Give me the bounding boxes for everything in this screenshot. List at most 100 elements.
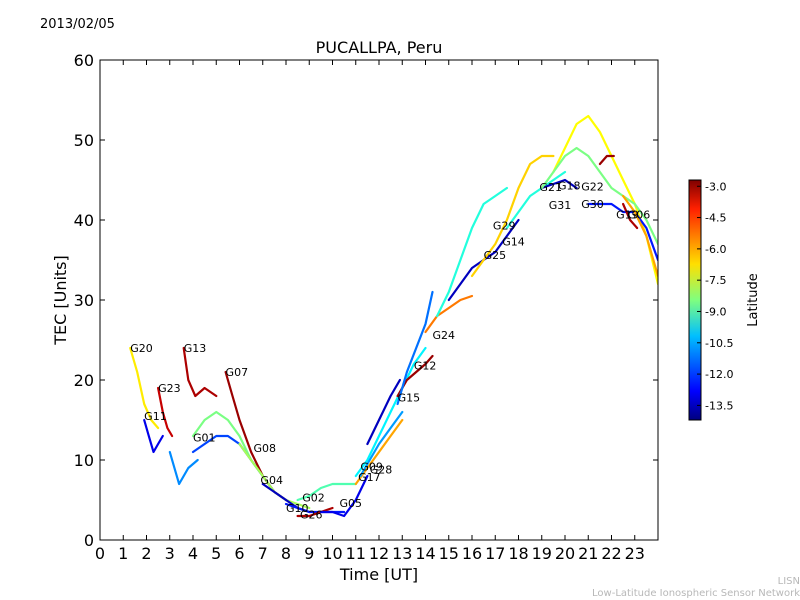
satellite-label-g10: G10 [286,502,309,515]
labels-layer: G20G11G23G13G01G07G08G04G02G10G26G05G09G… [130,180,650,522]
x-tick-label: 4 [188,544,198,563]
series-line-g05 [319,474,369,518]
x-tick-label: 12 [369,544,389,563]
satellite-label-g06: G06 [628,208,651,221]
satellite-label-g21: G21 [539,181,562,194]
x-tick-label: 0 [95,544,105,563]
series-layer [129,114,658,518]
series-line-g29 [436,186,508,318]
x-tick-label: 7 [258,544,268,563]
satellite-label-g05: G05 [339,497,362,510]
y-tick-label: 20 [74,371,94,390]
y-tick-label: 0 [84,531,94,550]
satellite-label-g25: G25 [484,249,507,262]
satellite-label-g12: G12 [414,360,437,373]
x-tick-label: 23 [625,544,645,563]
satellite-label-g26: G26 [300,508,323,521]
satellite-label-g20: G20 [130,342,153,355]
satellite-label-g30: G30 [581,198,604,211]
colorbar-label: Latitude [746,273,761,327]
colorbar-tick-label: -13.5 [705,399,733,412]
satellite-label-g09: G09 [360,460,383,473]
satellite-label-g18: G18 [558,180,581,193]
ticks-layer: 0 1 2 3 4 5 6 7 8 9 10 11 12 13 14 15 16 17 18 19 20 21 22 2301… [74,51,658,563]
colorbar-tick-label: -7.5 [705,274,726,287]
series-line-g31 [505,170,567,230]
y-tick-label: 60 [74,51,94,70]
x-tick-label: 8 [281,544,291,563]
x-tick-label: 11 [346,544,366,563]
series-line-g19 [621,202,639,230]
x-tick-label: 2 [141,544,151,563]
series-line-g30 [540,146,658,246]
series-line-g02 [296,482,357,502]
credit-line-2: Low-Latitude Ionospheric Sensor Network [592,588,800,599]
satellite-label-g28: G28 [370,464,393,477]
colorbar-tick-label: -12.0 [705,368,733,381]
series-line-g17 [354,418,404,486]
series-line-g28 [359,410,404,478]
x-tick-label: 9 [304,544,314,563]
satellite-label-g02: G02 [302,492,325,505]
satellite-label-g15: G15 [398,392,421,405]
colorbar-tick-label: -4.5 [705,212,726,225]
series-line-g03 [598,154,615,166]
y-tick-label: 30 [74,291,94,310]
satellite-label-g13: G13 [184,342,207,355]
colorbar [688,179,702,421]
satellite-label-g07: G07 [226,366,249,379]
series-line-g06 [621,194,658,278]
colorbar-tick-label: -6.0 [705,243,726,256]
x-tick-label: 17 [485,544,505,563]
series-line-g13 [182,346,218,398]
x-tick-label: 22 [601,544,621,563]
series-line-g25 [424,294,474,334]
satellite-label-g19: G19 [616,208,639,221]
satellite-label-g23: G23 [158,382,181,395]
x-tick-label: 13 [392,544,412,563]
series-line-g21 [470,154,555,278]
x-tick-label: 10 [322,544,342,563]
date-label: 2013/02/05 [40,17,115,32]
colorbar-ticks: -3.0 -4.5 -6.0 -7.5 -9.0 -10.5 -12.0 -13.5 [697,180,733,412]
x-tick-label: 5 [211,544,221,563]
colorbar-tick-label: -3.0 [705,180,726,193]
series-line-g09 [354,346,427,478]
series-line-g26 [296,506,334,518]
series-line-g18 [540,178,578,190]
y-tick-label: 40 [74,211,94,230]
x-tick-label: 18 [508,544,528,563]
y-axis-label: TEC [Units] [51,255,70,346]
x-tick-label: 6 [234,544,244,563]
series-line-g23 [157,386,174,438]
x-axis-label: Time [UT] [339,565,418,584]
colorbar-tick-label: -9.0 [705,305,726,318]
x-tick-label: 15 [439,544,459,563]
y-tick-label: 10 [74,451,94,470]
chart-title: PUCALLPA, Peru [315,38,443,57]
credit-line-1: LISN [777,576,800,587]
x-tick-label: 21 [578,544,598,563]
satellite-label-g29: G29 [493,220,516,233]
x-tick-label: 19 [532,544,552,563]
series-line-g11 [143,418,164,454]
x-tick-label: 1 [118,544,128,563]
satellite-label-g31: G31 [549,199,572,212]
satellite-label-g24: G24 [432,329,455,342]
satellite-label-g11: G11 [144,410,167,423]
satellite-label-g22: G22 [581,180,604,193]
series-line-g20 [129,346,160,430]
series-line-g15 [366,378,401,446]
x-tick-label: 16 [462,544,482,563]
colorbar-tick-label: -10.5 [705,337,733,350]
x-tick-label: 14 [415,544,435,563]
satellite-label-g17: G17 [358,471,381,484]
x-tick-label: 3 [165,544,175,563]
series-line-g24 [396,290,434,406]
y-tick-label: 50 [74,131,94,150]
series-line-g16 [168,450,199,486]
x-tick-label: 20 [555,544,575,563]
satellite-label-g14: G14 [502,236,525,249]
series-line-g27 [587,202,658,262]
satellite-label-g08: G08 [253,442,276,455]
